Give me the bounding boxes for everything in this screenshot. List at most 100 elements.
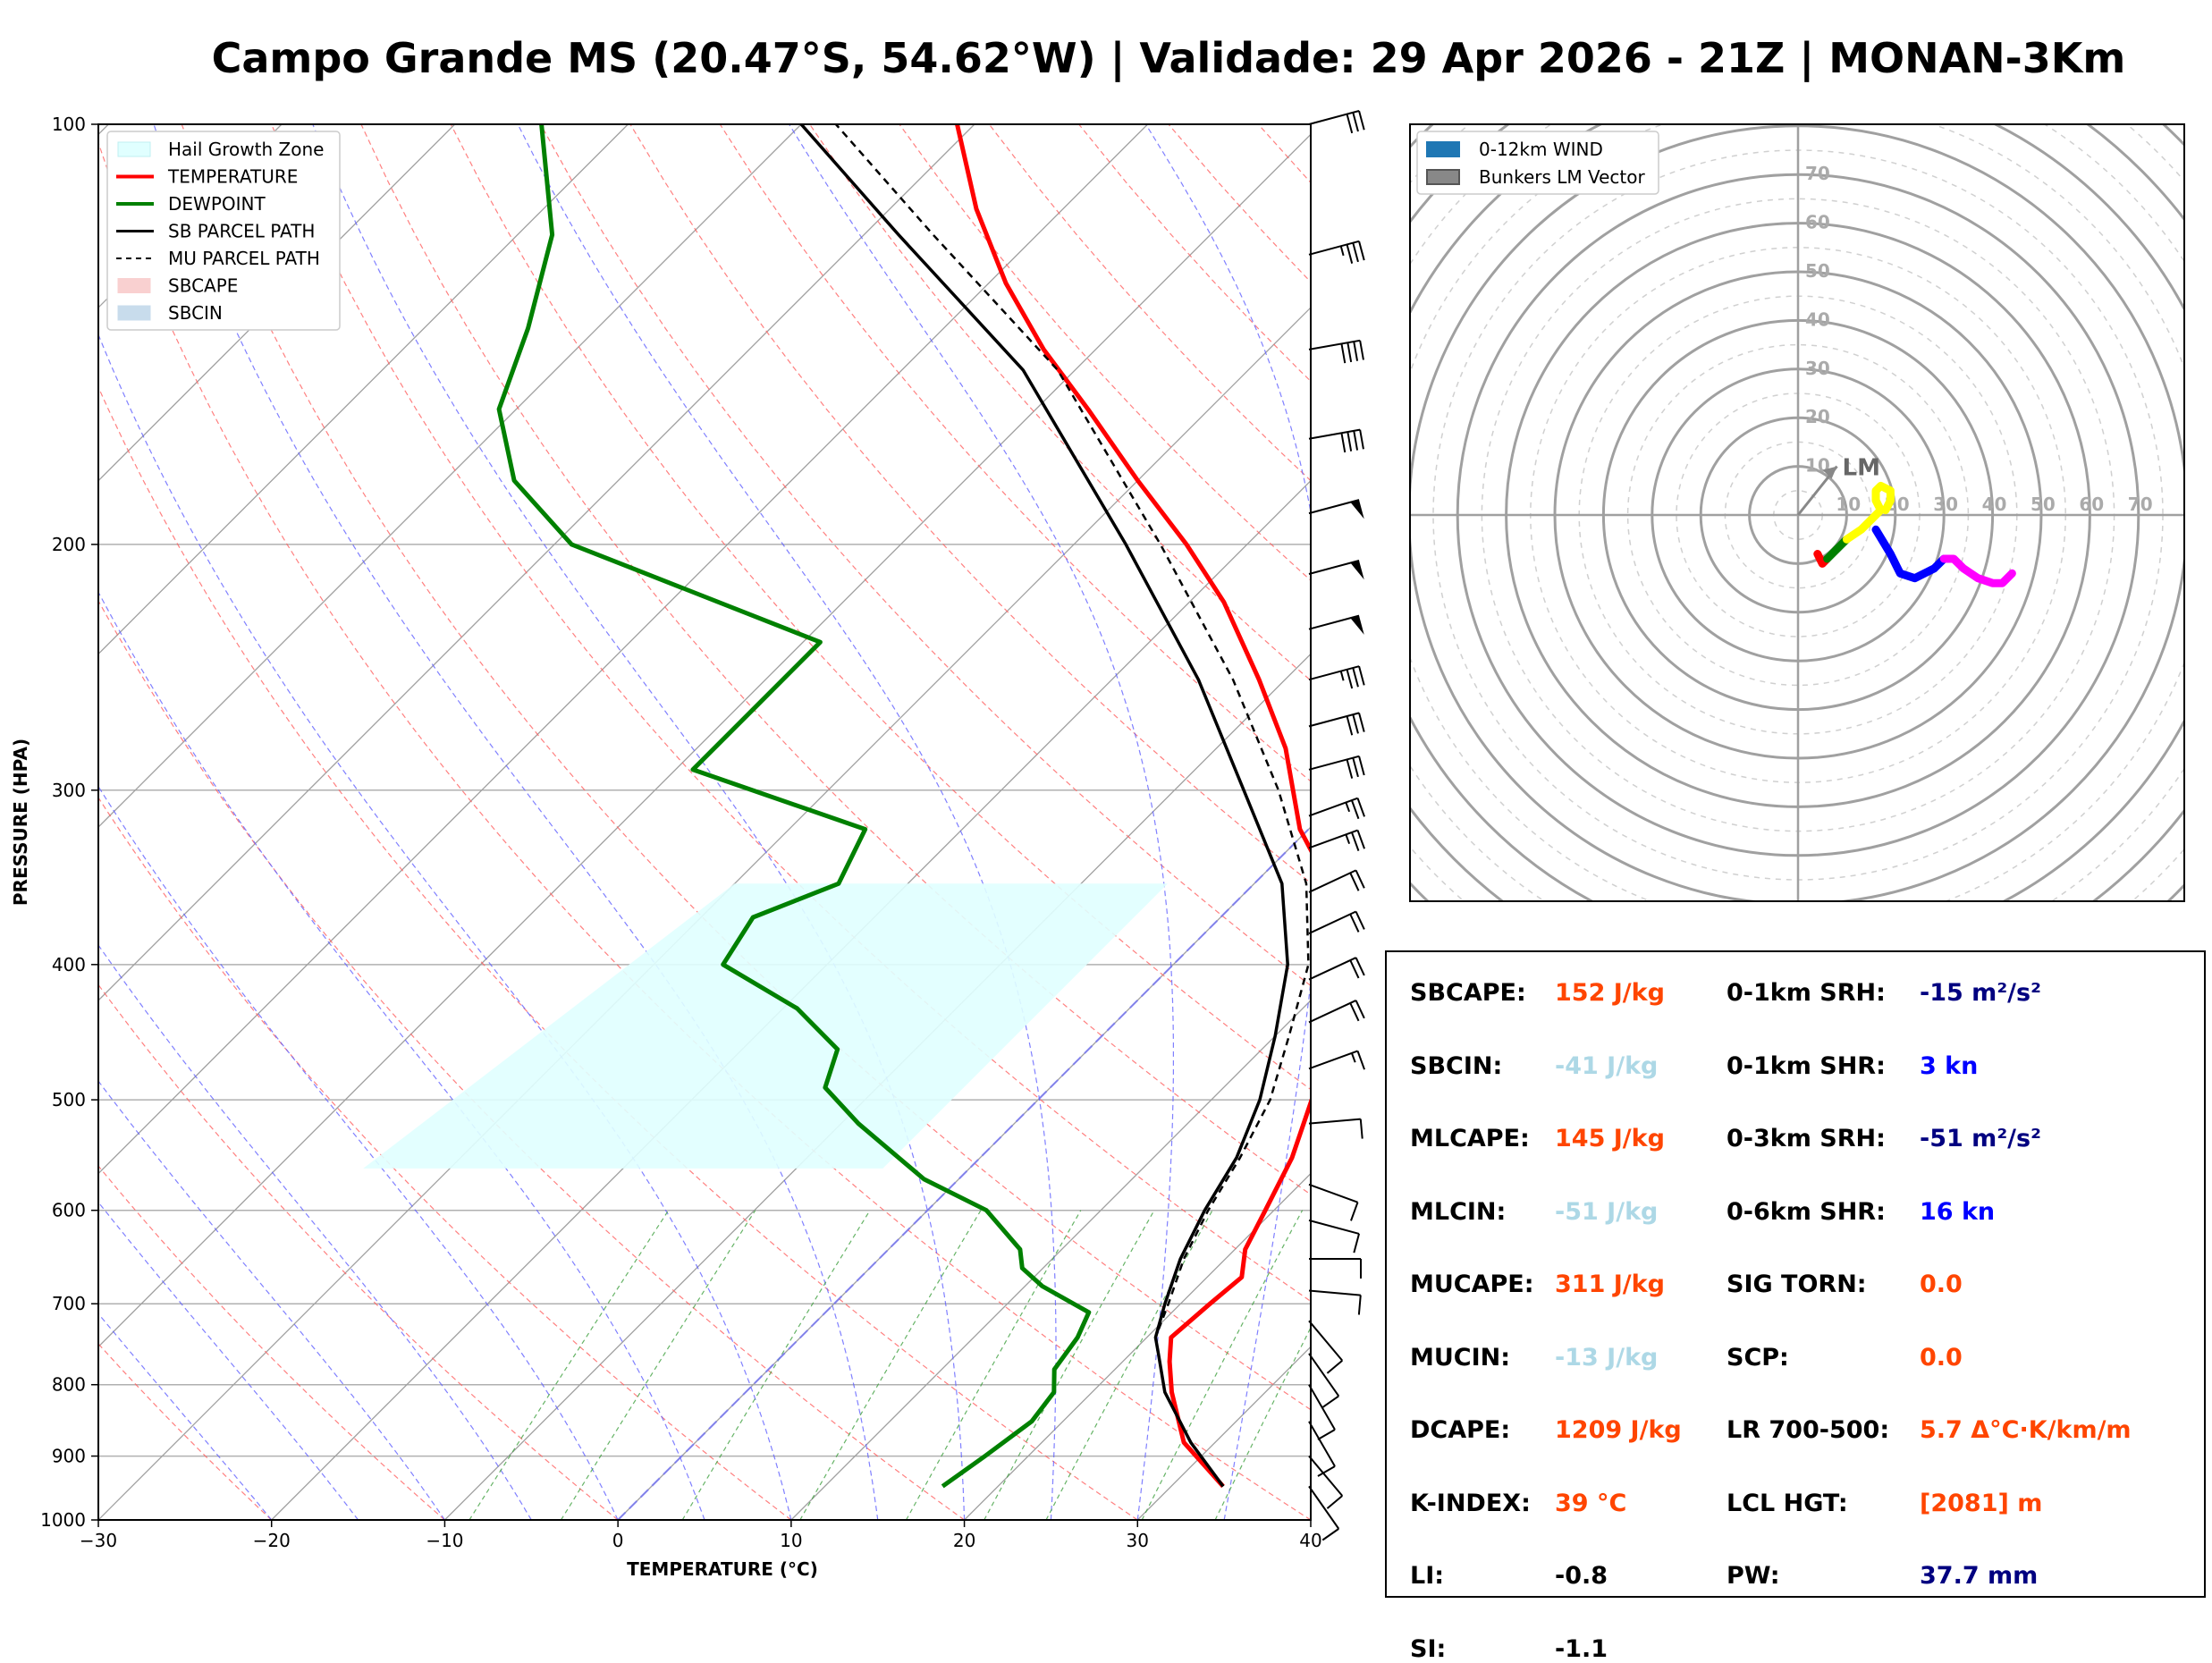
- barb-shaft: [1308, 560, 1360, 575]
- stat-value: 311 J/kg: [1555, 1270, 1665, 1298]
- y-tick-label: 1000: [40, 1509, 86, 1531]
- stat-value: 152 J/kg: [1555, 979, 1665, 1007]
- barb-shaft: [1308, 1000, 1356, 1024]
- stat-value: 145 J/kg: [1555, 1125, 1665, 1152]
- mixing-ratio-line: [1141, 1210, 1304, 1520]
- barb-shaft: [1308, 755, 1360, 771]
- hodo-segment: [1842, 481, 1895, 544]
- stat-label: SCP:: [1727, 1343, 1789, 1372]
- wind-barb: [1308, 665, 1365, 689]
- barb-full: [1357, 1295, 1362, 1315]
- chart-title: Campo Grande MS (20.47°S, 54.62°W) | Val…: [211, 34, 2126, 82]
- wind-barb: [1308, 869, 1365, 893]
- y-tick-label: 600: [52, 1200, 86, 1221]
- wind-barb: [1308, 614, 1364, 635]
- hail-growth-zone: [363, 883, 1168, 1169]
- barb-full: [1355, 869, 1365, 889]
- wind-barb: [1308, 1118, 1364, 1139]
- barb-shaft: [1308, 339, 1361, 350]
- barb-full: [1352, 112, 1359, 132]
- barb-shaft: [1308, 1384, 1336, 1431]
- stat-label: K-INDEX:: [1410, 1489, 1531, 1517]
- moist-adiabat: [153, 124, 879, 1520]
- moist-adiabat: [98, 591, 705, 1520]
- stat-label: SBCIN:: [1410, 1051, 1503, 1080]
- dry-adiabat: [629, 124, 1311, 884]
- skew-t-plot-area: [98, 124, 1311, 1520]
- mixing-ratio-line: [984, 1210, 1155, 1520]
- stat-label: 0-3km SRH:: [1727, 1125, 1886, 1152]
- moist-adiabat: [98, 1313, 273, 1520]
- wind-barb: [1308, 240, 1365, 264]
- wind-barb: [1308, 560, 1364, 580]
- x-tick-label: −10: [426, 1530, 463, 1551]
- barb-shaft: [1308, 869, 1356, 893]
- stat-value: -13 J/kg: [1555, 1343, 1659, 1372]
- barb-flag: [1350, 560, 1364, 580]
- stat-value: -1.1: [1555, 1634, 1608, 1663]
- stat-label: MUCIN:: [1410, 1343, 1511, 1372]
- wind-barb: [1308, 1455, 1344, 1509]
- stat-label: LR 700-500:: [1727, 1416, 1890, 1444]
- hodograph-frame: [1409, 123, 2185, 902]
- series-temperature: [955, 124, 1311, 1489]
- barb-full: [1346, 669, 1354, 689]
- wind-barb: [1308, 1183, 1359, 1221]
- moist-adiabat: [312, 124, 966, 1520]
- barb-shaft: [1308, 240, 1360, 256]
- barb-shaft: [1308, 1353, 1340, 1397]
- barb-full: [1352, 667, 1359, 688]
- stat-value: 1209 J/kg: [1555, 1416, 1682, 1444]
- x-tick-label: 20: [953, 1530, 975, 1551]
- stats-panel: SBCAPE: 152 J/kg SBCIN: -41 J/kg MLCAPE: 145 …: [1385, 950, 2206, 1663]
- hodo-range-label-x: 50: [2030, 494, 2056, 515]
- hodo-range-label-x: 10: [1836, 494, 1861, 515]
- isotherm: [98, 133, 1311, 1348]
- barb-half: [1345, 802, 1351, 813]
- barb-full: [1346, 715, 1354, 736]
- x-tick-label: −30: [80, 1530, 117, 1551]
- lm-label: LM: [1843, 455, 1880, 482]
- isotherm: [98, 124, 802, 829]
- hodo-range-label-y: 50: [1805, 260, 1830, 282]
- barb-full: [1326, 1359, 1343, 1374]
- barb-shaft: [1308, 1118, 1361, 1125]
- wind-barb: [1308, 910, 1365, 934]
- stat-value: 5.7 Δ°C·K/km/m: [1920, 1416, 2132, 1444]
- y-tick-label: 700: [52, 1293, 86, 1314]
- wind-barb: [1308, 1219, 1360, 1254]
- y-tick-label: 300: [52, 780, 86, 801]
- wind-barb: [1308, 1000, 1365, 1024]
- wind-barb: [1308, 755, 1365, 779]
- isotherm: [98, 124, 456, 482]
- x-tick-label: 0: [612, 1530, 624, 1551]
- stat-value: 37.7 mm: [1920, 1562, 2039, 1590]
- dry-adiabat: [719, 124, 1311, 782]
- barb-shaft: [1308, 829, 1358, 849]
- wind-barb: [1308, 428, 1364, 453]
- barb-full: [1317, 1429, 1336, 1440]
- isotherm: [443, 653, 1311, 1520]
- stat-label: MLCAPE:: [1410, 1125, 1530, 1152]
- dry-adiabat: [271, 124, 1311, 1303]
- wind-barb: [1308, 110, 1365, 134]
- hodo-range-label-y: 60: [1805, 212, 1830, 233]
- legend-label: MU PARCEL PATH: [168, 248, 320, 269]
- barb-full: [1359, 1119, 1364, 1139]
- dry-adiabat: [98, 797, 792, 1520]
- stat-label: LCL HGT:: [1727, 1489, 1848, 1517]
- y-tick-label: 500: [52, 1089, 86, 1110]
- stat-value: 39 °C: [1555, 1489, 1627, 1517]
- hodo-legend-swatch: [1426, 169, 1460, 185]
- hodo-range-label-x: 40: [1982, 494, 2007, 515]
- barb-full: [1326, 1495, 1343, 1509]
- lm-arrowhead: [1822, 466, 1837, 479]
- y-tick-label: 400: [52, 954, 86, 975]
- y-tick-label: 800: [52, 1374, 86, 1396]
- wind-barb: [1308, 1384, 1336, 1440]
- zero-isotherm: [617, 825, 1311, 1520]
- dry-adiabat: [98, 140, 1311, 1520]
- x-tick-label: −20: [253, 1530, 291, 1551]
- dry-adiabat: [540, 124, 1311, 987]
- isotherm: [964, 1172, 1311, 1520]
